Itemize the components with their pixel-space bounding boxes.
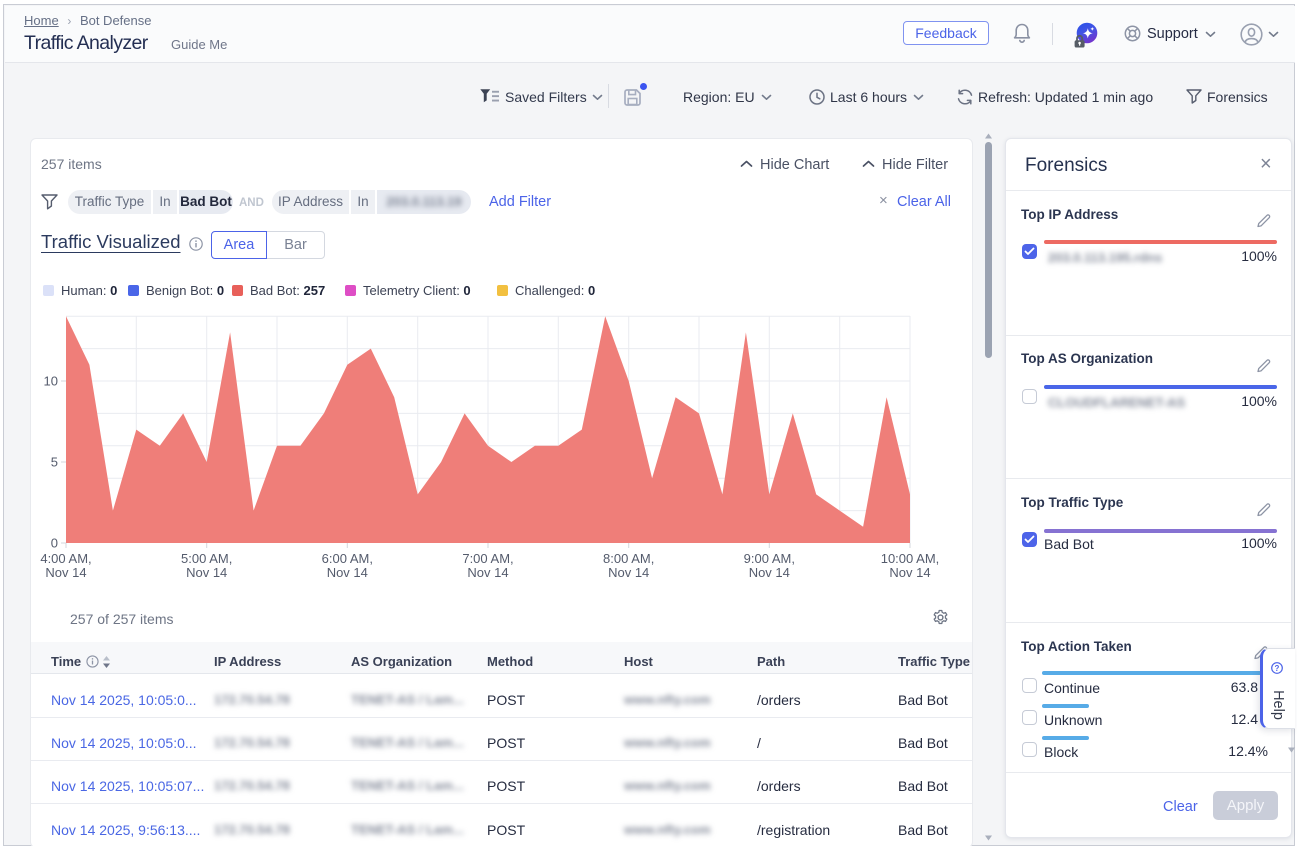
svg-text:7:00 AM,: 7:00 AM, [462, 551, 513, 566]
svg-text:10:00 AM,: 10:00 AM, [881, 551, 940, 566]
svg-text:4:00 AM,: 4:00 AM, [40, 551, 91, 566]
svg-text:?: ? [1275, 663, 1280, 672]
svg-text:Nov 14: Nov 14 [889, 565, 930, 580]
svg-text:10: 10 [44, 374, 58, 389]
svg-text:Nov 14: Nov 14 [45, 565, 86, 580]
svg-text:6:00 AM,: 6:00 AM, [322, 551, 373, 566]
svg-text:Nov 14: Nov 14 [467, 565, 508, 580]
svg-text:Nov 14: Nov 14 [608, 565, 649, 580]
svg-text:5:00 AM,: 5:00 AM, [181, 551, 232, 566]
svg-text:Nov 14: Nov 14 [186, 565, 227, 580]
svg-text:Nov 14: Nov 14 [749, 565, 790, 580]
svg-text:9:00 AM,: 9:00 AM, [744, 551, 795, 566]
svg-text:Nov 14: Nov 14 [327, 565, 368, 580]
svg-text:5: 5 [51, 455, 58, 470]
svg-text:8:00 AM,: 8:00 AM, [603, 551, 654, 566]
svg-text:0: 0 [51, 536, 58, 551]
